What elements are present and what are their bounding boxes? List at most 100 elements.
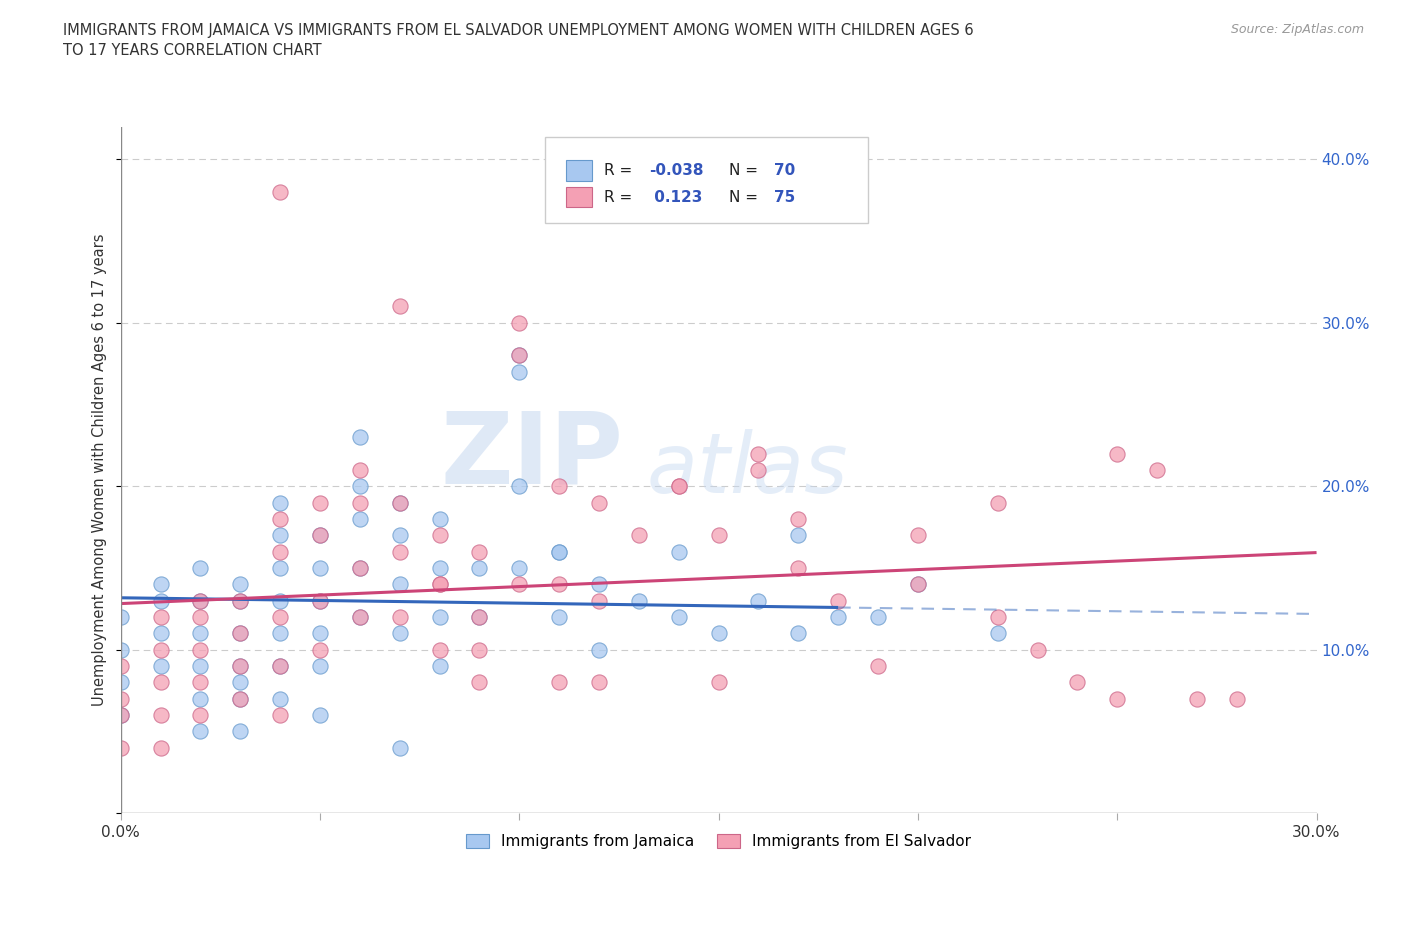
Point [349, 462, 371, 477]
Point [588, 577, 610, 591]
Point [787, 626, 810, 641]
Point [309, 643, 332, 658]
Point [190, 593, 212, 608]
FancyBboxPatch shape [565, 187, 592, 207]
Point [388, 528, 411, 543]
Point [309, 626, 332, 641]
Point [707, 626, 730, 641]
Point [388, 299, 411, 313]
Point [747, 446, 769, 461]
Point [468, 643, 491, 658]
Point [149, 675, 172, 690]
FancyBboxPatch shape [546, 137, 868, 222]
Point [388, 740, 411, 755]
Point [508, 348, 530, 363]
Text: IMMIGRANTS FROM JAMAICA VS IMMIGRANTS FROM EL SALVADOR UNEMPLOYMENT AMONG WOMEN : IMMIGRANTS FROM JAMAICA VS IMMIGRANTS FR… [63, 23, 974, 58]
Point [229, 593, 252, 608]
Point [149, 593, 172, 608]
Text: 75: 75 [773, 190, 794, 205]
Point [468, 675, 491, 690]
Point [429, 577, 451, 591]
Point [1185, 691, 1208, 706]
Point [349, 479, 371, 494]
Point [229, 577, 252, 591]
Point [349, 430, 371, 445]
Point [548, 675, 571, 690]
Point [149, 643, 172, 658]
Point [110, 609, 132, 624]
Point [229, 691, 252, 706]
Point [110, 643, 132, 658]
Point [309, 593, 332, 608]
Point [269, 528, 291, 543]
Point [349, 561, 371, 576]
Point [548, 479, 571, 494]
Point [309, 708, 332, 723]
Point [668, 479, 690, 494]
Point [827, 593, 849, 608]
Point [269, 708, 291, 723]
Point [388, 626, 411, 641]
Point [229, 658, 252, 673]
Point [190, 626, 212, 641]
Point [508, 561, 530, 576]
Text: atlas: atlas [647, 430, 848, 511]
Point [468, 609, 491, 624]
Point [388, 495, 411, 510]
Point [787, 561, 810, 576]
Point [548, 544, 571, 559]
Point [269, 691, 291, 706]
Point [987, 626, 1010, 641]
Point [508, 479, 530, 494]
Point [110, 691, 132, 706]
Point [468, 561, 491, 576]
Point [588, 643, 610, 658]
Point [190, 691, 212, 706]
Point [907, 577, 929, 591]
Point [229, 675, 252, 690]
Point [269, 561, 291, 576]
Point [269, 544, 291, 559]
Point [548, 577, 571, 591]
Point [149, 658, 172, 673]
Point [349, 561, 371, 576]
Point [269, 184, 291, 199]
Point [229, 691, 252, 706]
Point [668, 544, 690, 559]
Point [668, 479, 690, 494]
Point [388, 577, 411, 591]
Point [229, 658, 252, 673]
Text: N =: N = [730, 190, 763, 205]
Point [269, 658, 291, 673]
Text: R =: R = [603, 190, 637, 205]
Point [468, 544, 491, 559]
Point [309, 528, 332, 543]
Point [149, 708, 172, 723]
Y-axis label: Unemployment Among Women with Children Ages 6 to 17 years: Unemployment Among Women with Children A… [93, 233, 107, 706]
Text: ZIP: ZIP [440, 407, 623, 505]
Point [269, 658, 291, 673]
Point [110, 675, 132, 690]
Point [229, 626, 252, 641]
Legend: Immigrants from Jamaica, Immigrants from El Salvador: Immigrants from Jamaica, Immigrants from… [458, 827, 979, 857]
Point [548, 609, 571, 624]
Point [429, 577, 451, 591]
Point [668, 609, 690, 624]
Point [309, 593, 332, 608]
Point [190, 708, 212, 723]
Point [907, 528, 929, 543]
Point [508, 315, 530, 330]
Point [269, 512, 291, 526]
Text: N =: N = [730, 163, 763, 178]
Point [429, 512, 451, 526]
Point [747, 462, 769, 477]
Point [349, 609, 371, 624]
Point [110, 708, 132, 723]
Point [190, 643, 212, 658]
Point [868, 609, 890, 624]
Point [149, 609, 172, 624]
Point [309, 561, 332, 576]
Point [1026, 643, 1049, 658]
Point [309, 495, 332, 510]
Point [349, 512, 371, 526]
